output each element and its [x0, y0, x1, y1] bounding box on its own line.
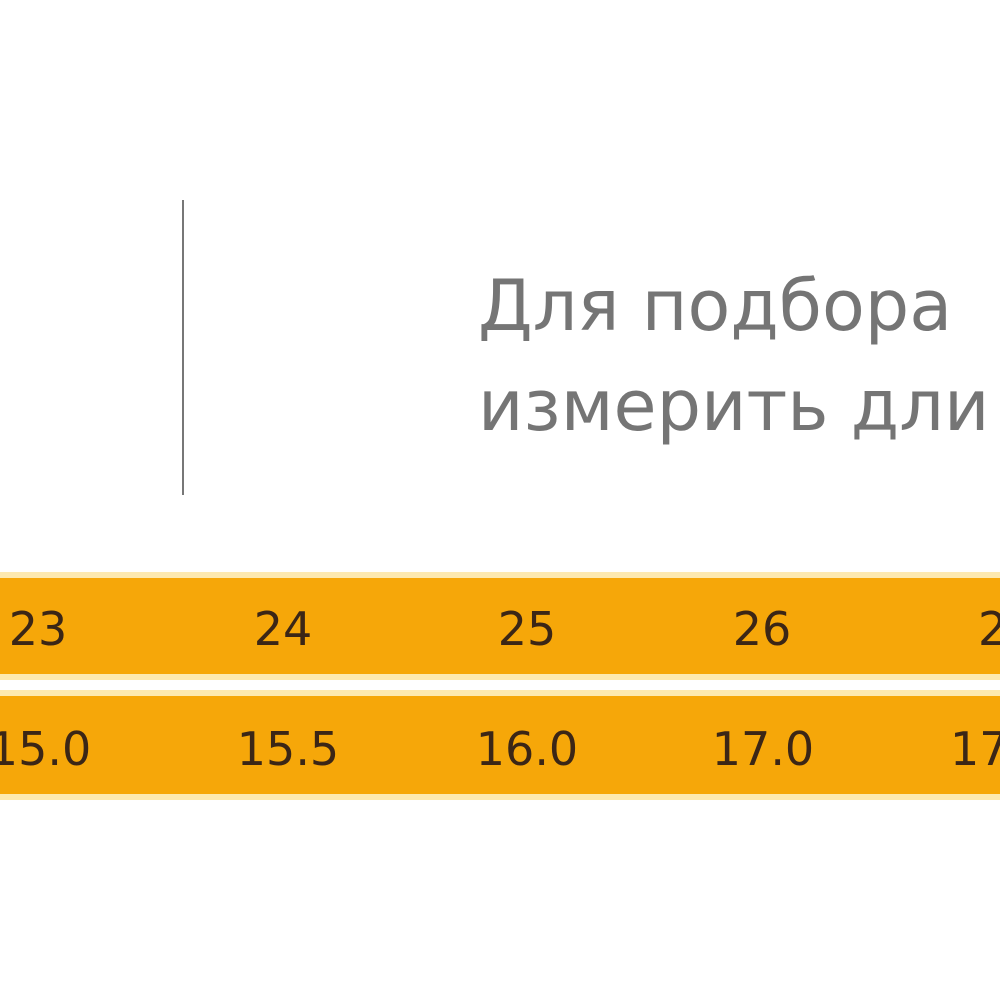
length-cell: 15.5 [237, 722, 339, 776]
size-cell: 23 [9, 602, 68, 656]
length-cell: 15.0 [0, 722, 91, 776]
length-row [0, 696, 1000, 794]
size-cell: 24 [254, 602, 313, 656]
length-cell: 17 [950, 722, 1000, 776]
length-cell: 16.0 [476, 722, 578, 776]
size-cell: 26 [733, 602, 792, 656]
size-cell: 25 [498, 602, 557, 656]
cells: 23 24 25 26 2 15.0 15.5 16.0 17.0 17 [0, 602, 1000, 776]
size-row [0, 578, 1000, 674]
size-cell: 2 [978, 602, 1000, 656]
intro-line: измерить дли [478, 365, 989, 447]
length-cell: 17.0 [712, 722, 814, 776]
intro-line: Для подбора [478, 265, 952, 347]
